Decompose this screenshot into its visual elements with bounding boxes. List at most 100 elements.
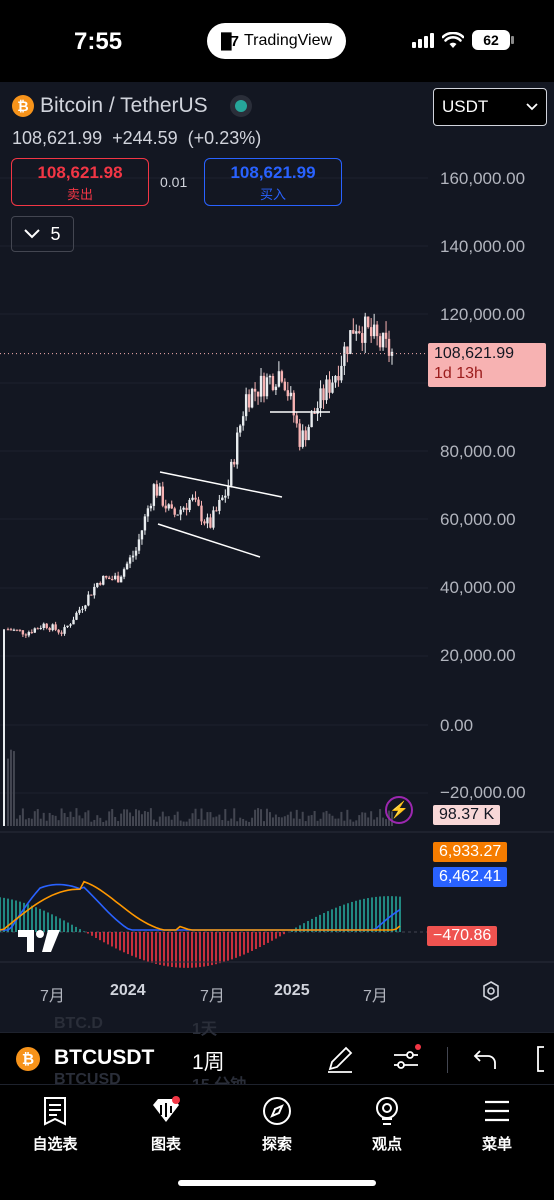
menu-icon: [485, 1100, 509, 1122]
indicators-collapse-button[interactable]: 5: [11, 216, 74, 252]
candle-body: [358, 331, 361, 334]
candle-body: [209, 517, 212, 528]
volume-bar: [176, 811, 179, 826]
candle-body: [12, 629, 16, 631]
macd-histogram-bar: [115, 932, 117, 949]
candle-body: [364, 316, 367, 343]
volume-bar: [42, 812, 45, 826]
candle-body: [277, 371, 281, 387]
candle-body: [78, 609, 81, 613]
macd-histogram-bar: [367, 898, 369, 932]
indicators-count: 5: [50, 223, 61, 244]
battery-level: 62: [483, 32, 499, 48]
volume-bar: [188, 818, 191, 826]
fullscreen-icon[interactable]: [530, 1043, 554, 1075]
candle-body: [42, 623, 45, 629]
volume-bar: [60, 808, 63, 826]
macd-histogram-bar: [155, 932, 157, 964]
candle-body: [378, 336, 382, 348]
candle-body: [57, 629, 60, 633]
candle-body: [366, 316, 370, 328]
macd-histogram-bar: [87, 932, 89, 934]
macd-histogram-bar: [143, 932, 145, 961]
candle-body: [131, 555, 135, 558]
macd-histogram-bar: [387, 896, 389, 932]
macd-histogram-bar: [139, 932, 141, 959]
undo-icon[interactable]: [470, 1043, 502, 1075]
buy-button[interactable]: 108,621.99 买入: [204, 158, 342, 206]
macd-histogram-bar: [259, 932, 261, 948]
candle-body: [233, 461, 236, 465]
volume-bar: [75, 808, 78, 826]
tab-label: 菜单: [481, 1136, 512, 1153]
candle-body: [307, 427, 310, 441]
macd-histogram-bar: [227, 932, 229, 961]
volume-bar: [146, 811, 149, 826]
tab-chart[interactable]: 图表: [126, 1095, 206, 1154]
volume-bar: [298, 818, 301, 826]
macd-histogram-bar: [399, 896, 401, 932]
macd-histogram-bar: [315, 916, 317, 932]
time-axis-label: 2024: [110, 982, 146, 999]
candle-body: [18, 629, 22, 631]
macd-histogram-bar: [275, 932, 277, 939]
volume-bar: [248, 821, 251, 826]
candle-body: [301, 430, 304, 447]
volume-bar: [245, 820, 248, 826]
current-price-value: 108,621.99: [434, 345, 515, 362]
volume-bar: [30, 818, 33, 826]
tradingview-pill[interactable]: █7 TradingView: [207, 23, 346, 59]
tab-ideas[interactable]: 观点: [347, 1095, 427, 1154]
drawing-pen-icon[interactable]: [324, 1043, 356, 1075]
macd-histogram-bar: [15, 900, 17, 932]
volume-bar: [170, 819, 173, 826]
volume-bar: [257, 808, 260, 826]
prev-symbol: BTC.D: [54, 1015, 103, 1032]
macd-histogram-bar: [359, 899, 361, 932]
macd-histogram-bar: [355, 900, 357, 932]
tab-watchlist[interactable]: 自选表: [15, 1095, 95, 1154]
macd-histogram-bar: [151, 932, 153, 963]
macd-histogram-bar: [175, 932, 177, 968]
candle-body: [387, 338, 391, 356]
volume-bar: [340, 811, 343, 826]
tab-explore[interactable]: 探索: [237, 1095, 317, 1154]
symbol-selector[interactable]: BTCUSDT: [54, 1046, 155, 1069]
candle-body: [316, 408, 319, 414]
flash-alert-icon[interactable]: ⚡: [385, 796, 413, 824]
symbol-toolbar: BTC.D 1天 ₿ BTCUSDT 1周 BTCUSD 15 分钟: [0, 1015, 554, 1094]
candle-body: [230, 461, 233, 486]
volume-bar: [200, 808, 203, 826]
tab-menu[interactable]: 菜单: [457, 1095, 537, 1154]
chart-area[interactable]: ₿ Bitcoin / TetherUS USDT 108,621.99 +24…: [0, 82, 554, 1032]
candle-body: [188, 499, 191, 510]
macd-histogram-bar: [191, 932, 193, 968]
macd-histogram-bar: [63, 920, 65, 932]
currency-select[interactable]: USDT: [433, 88, 547, 126]
trendline-lower: [157, 523, 261, 558]
gear-icon[interactable]: [480, 980, 502, 1002]
macd-histogram-bar: [211, 932, 213, 966]
volume-bar: [364, 812, 367, 826]
macd-histogram-bar: [171, 932, 173, 967]
signal-line: [0, 880, 401, 931]
candle-body: [343, 346, 346, 366]
candle-body: [179, 509, 182, 515]
volume-bar: [239, 817, 242, 826]
sell-button[interactable]: 108,621.98 卖出: [11, 158, 149, 206]
status-time: 7:55: [74, 28, 123, 55]
interval-selector[interactable]: 1周: [192, 1051, 225, 1074]
volume-bar: [96, 815, 99, 826]
volume-bar: [212, 817, 215, 826]
macd-histogram-bar: [103, 932, 105, 943]
price-plot[interactable]: [0, 82, 554, 1032]
macd-histogram-bar: [91, 932, 93, 936]
tradingview-logo-icon: █7: [220, 32, 239, 50]
symbol-header[interactable]: ₿ Bitcoin / TetherUS: [12, 94, 252, 118]
volume-bar: [370, 811, 373, 826]
candle-body: [63, 627, 66, 634]
candle-body: [113, 575, 117, 580]
indicator-settings-icon[interactable]: [390, 1043, 422, 1075]
candle-body: [128, 557, 132, 564]
candle-body: [158, 486, 162, 496]
